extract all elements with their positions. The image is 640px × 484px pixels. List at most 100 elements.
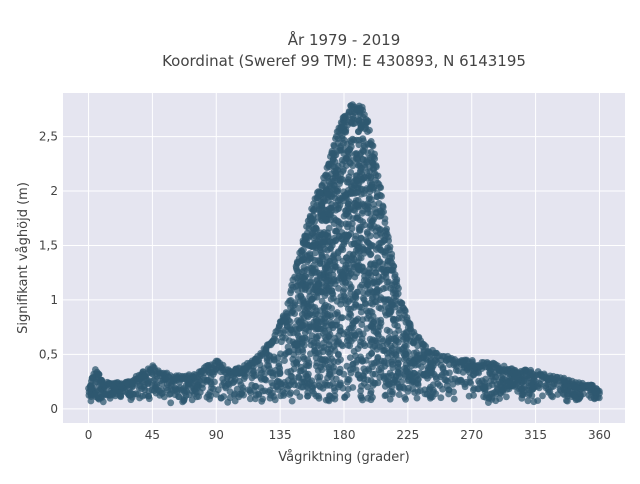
data-point bbox=[475, 385, 482, 393]
data-point bbox=[281, 389, 288, 397]
data-point bbox=[327, 295, 335, 303]
data-point bbox=[286, 297, 293, 305]
data-point bbox=[332, 135, 339, 143]
data-point bbox=[333, 340, 341, 348]
data-point bbox=[258, 376, 265, 383]
data-point bbox=[329, 380, 337, 387]
data-point bbox=[300, 355, 308, 363]
data-point bbox=[356, 172, 364, 180]
data-point bbox=[327, 216, 335, 224]
y-tick-label: 1,5 bbox=[39, 238, 58, 252]
data-point bbox=[386, 243, 394, 251]
data-point bbox=[317, 363, 324, 371]
data-point bbox=[332, 206, 340, 214]
x-tick-label: 180 bbox=[333, 428, 356, 442]
data-point bbox=[357, 120, 365, 128]
data-point bbox=[373, 288, 381, 296]
data-point bbox=[325, 276, 333, 284]
data-point bbox=[497, 380, 504, 387]
data-point bbox=[503, 382, 511, 390]
data-point bbox=[238, 390, 245, 398]
data-point bbox=[328, 345, 335, 353]
data-point bbox=[390, 317, 397, 324]
data-point bbox=[166, 372, 174, 379]
data-point bbox=[587, 394, 595, 401]
data-point bbox=[318, 297, 326, 305]
data-point bbox=[300, 255, 307, 263]
data-point bbox=[465, 392, 473, 400]
data-point bbox=[295, 318, 303, 326]
data-point bbox=[358, 210, 366, 217]
data-point bbox=[387, 300, 395, 307]
data-point bbox=[364, 118, 372, 126]
data-point bbox=[312, 310, 319, 318]
data-point bbox=[281, 326, 289, 334]
data-point bbox=[347, 205, 355, 212]
data-point bbox=[384, 233, 392, 241]
data-point bbox=[290, 360, 298, 367]
data-point bbox=[291, 299, 299, 307]
data-point bbox=[326, 368, 334, 376]
data-point bbox=[413, 394, 421, 402]
data-point bbox=[294, 382, 302, 390]
data-point bbox=[395, 391, 403, 398]
data-point bbox=[349, 162, 357, 170]
data-point bbox=[354, 288, 361, 296]
data-point bbox=[328, 183, 336, 191]
data-point bbox=[189, 387, 196, 395]
data-point bbox=[284, 343, 292, 351]
data-point bbox=[167, 399, 175, 407]
data-point bbox=[321, 303, 328, 310]
data-point bbox=[371, 155, 379, 163]
data-point bbox=[281, 314, 288, 322]
data-point bbox=[361, 143, 369, 151]
data-point bbox=[95, 371, 103, 378]
data-point bbox=[536, 380, 543, 387]
data-point bbox=[364, 290, 372, 297]
data-point bbox=[336, 201, 344, 209]
data-point bbox=[282, 334, 289, 342]
data-point bbox=[439, 364, 447, 371]
data-point bbox=[326, 392, 333, 399]
data-point bbox=[456, 376, 464, 384]
data-point bbox=[158, 380, 166, 388]
data-point bbox=[367, 173, 375, 181]
data-point bbox=[328, 147, 336, 155]
data-point bbox=[427, 356, 435, 364]
data-point bbox=[400, 355, 408, 363]
data-point bbox=[422, 343, 430, 350]
data-point bbox=[330, 256, 338, 264]
data-point bbox=[345, 178, 352, 186]
data-point bbox=[345, 108, 353, 115]
data-point bbox=[390, 286, 397, 294]
data-point bbox=[226, 388, 234, 395]
x-axis-label: Vågriktning (grader) bbox=[278, 450, 409, 465]
data-point bbox=[376, 226, 383, 234]
data-point bbox=[492, 388, 500, 396]
data-point bbox=[475, 377, 482, 385]
data-point bbox=[411, 389, 418, 396]
data-point bbox=[365, 352, 373, 360]
data-point bbox=[327, 362, 335, 369]
data-point bbox=[193, 393, 201, 401]
data-point bbox=[287, 286, 295, 294]
data-point bbox=[360, 201, 367, 209]
data-point bbox=[338, 271, 346, 278]
data-point bbox=[286, 391, 294, 398]
data-point bbox=[316, 244, 324, 252]
data-point bbox=[380, 208, 387, 216]
data-point bbox=[337, 356, 344, 364]
data-point bbox=[181, 389, 189, 396]
data-point bbox=[322, 318, 330, 326]
data-point bbox=[379, 260, 386, 268]
data-point bbox=[309, 206, 317, 214]
data-point bbox=[299, 239, 307, 247]
data-point bbox=[143, 371, 150, 378]
data-point bbox=[384, 266, 392, 274]
data-point bbox=[369, 382, 377, 389]
data-point bbox=[308, 230, 316, 237]
data-point bbox=[317, 229, 324, 237]
data-point bbox=[342, 128, 350, 136]
